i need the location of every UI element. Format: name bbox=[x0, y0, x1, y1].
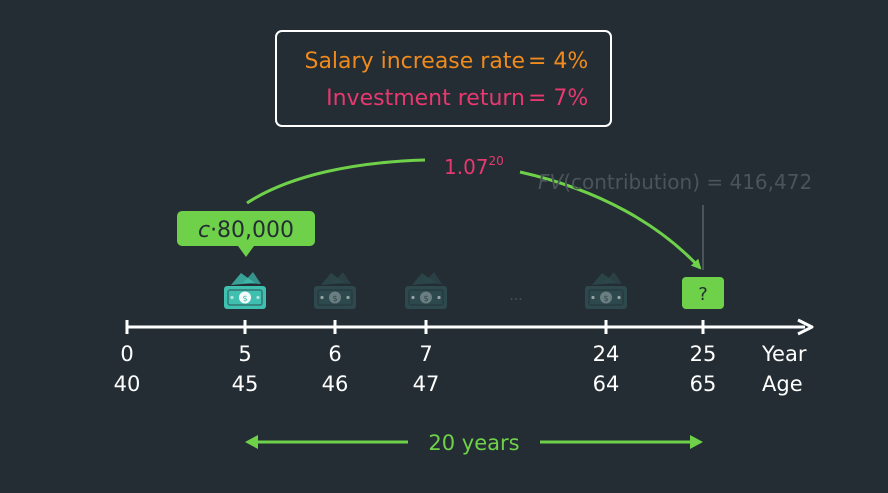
timeline-arrowhead bbox=[797, 318, 814, 336]
money-icon: $ bbox=[224, 272, 266, 309]
unknown-value-text: ? bbox=[698, 284, 708, 305]
timeline-ticks: 0 40 5 45 6 46 7 47 24 64 25 65 bbox=[114, 320, 717, 396]
salary-rate-value: = 4% bbox=[528, 49, 588, 74]
svg-text:$: $ bbox=[603, 294, 608, 303]
investment-return-label: Investment return bbox=[326, 86, 525, 111]
money-icon: $ bbox=[585, 272, 627, 309]
tick-year-label: 0 bbox=[120, 342, 133, 366]
tick-year-label: 25 bbox=[690, 342, 717, 366]
unknown-value-marker: ? bbox=[682, 277, 724, 309]
axis-year-label: Year bbox=[761, 342, 807, 366]
growth-factor: 1.0720 bbox=[444, 154, 504, 179]
tick-age-label: 47 bbox=[413, 372, 440, 396]
tick-age-label: 64 bbox=[593, 372, 620, 396]
tick-year-label: 5 bbox=[238, 342, 251, 366]
span-arrowhead-right bbox=[690, 435, 703, 449]
ellipsis: ... bbox=[509, 288, 522, 304]
tick-year-label: 7 bbox=[419, 342, 432, 366]
contribution-callout: c·80,000 bbox=[177, 211, 315, 257]
fv-note: FV(contribution) = 416,472 bbox=[538, 170, 812, 194]
tick-year-label: 24 bbox=[593, 342, 620, 366]
svg-text:$: $ bbox=[332, 294, 337, 303]
money-icon: $ bbox=[405, 272, 447, 309]
money-icons: $ $ $ $ bbox=[224, 272, 627, 309]
salary-rate-label: Salary increase rate bbox=[304, 49, 525, 74]
tick-year-label: 6 bbox=[328, 342, 341, 366]
rates-box-border bbox=[275, 30, 612, 127]
unknown-value-bg bbox=[682, 277, 724, 309]
axis-age-label: Age bbox=[762, 372, 803, 396]
growth-arc-left bbox=[246, 158, 426, 205]
svg-text:$: $ bbox=[242, 294, 247, 303]
span-label: 20 years bbox=[428, 431, 519, 455]
investment-return-value: = 7% bbox=[528, 86, 588, 111]
tick-age-label: 46 bbox=[322, 372, 349, 396]
money-icon: $ bbox=[314, 272, 356, 309]
contribution-callout-bg bbox=[177, 211, 315, 246]
contribution-callout-pointer bbox=[238, 246, 254, 257]
growth-arc-right bbox=[519, 170, 702, 270]
tick-age-label: 40 bbox=[114, 372, 141, 396]
tick-age-label: 45 bbox=[232, 372, 259, 396]
contribution-label: c·80,000 bbox=[198, 218, 294, 243]
span-arrowhead-left bbox=[245, 435, 258, 449]
rates-box: Salary increase rate = 4% Investment ret… bbox=[275, 30, 612, 127]
svg-text:$: $ bbox=[423, 294, 428, 303]
tick-age-label: 65 bbox=[690, 372, 717, 396]
